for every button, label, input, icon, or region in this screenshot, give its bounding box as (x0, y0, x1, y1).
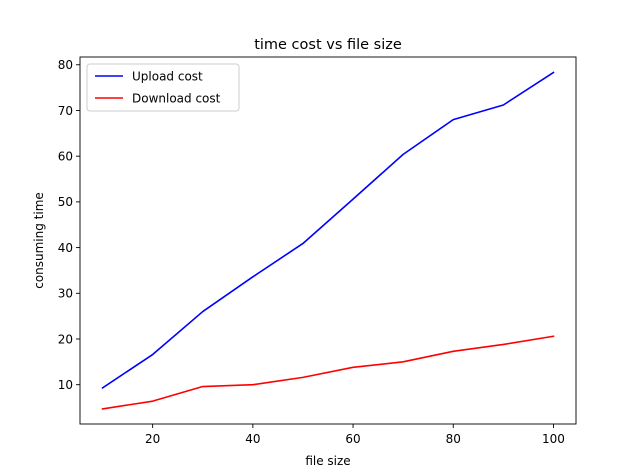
y-tick-label: 20 (58, 332, 73, 346)
x-axis-label: file size (305, 454, 350, 468)
x-tick-label: 60 (345, 432, 360, 446)
y-tick-label: 60 (58, 149, 73, 163)
y-tick-label: 30 (58, 287, 73, 301)
legend-label: Download cost (132, 92, 221, 106)
y-tick-label: 10 (58, 378, 73, 392)
legend-label: Upload cost (132, 70, 203, 84)
plot-frame (79, 56, 577, 425)
chart-title: time cost vs file size (254, 37, 402, 53)
plot-background (80, 57, 576, 424)
x-tick-label: 80 (446, 432, 461, 446)
x-axis-ticks: 20 40 60 80 100 (145, 424, 565, 446)
y-tick-label: 50 (58, 195, 73, 209)
y-tick-label: 40 (58, 241, 73, 255)
x-tick-label: 40 (245, 432, 260, 446)
legend-box (86, 63, 240, 112)
series-line-upload (101, 71, 555, 390)
y-axis-ticks: 10 20 30 40 50 60 70 80 (58, 58, 80, 392)
y-tick-label: 70 (58, 104, 73, 118)
x-tick-label: 100 (542, 432, 565, 446)
series-layer (101, 71, 555, 410)
y-axis-label: consuming time (32, 192, 46, 289)
x-tick-label: 20 (145, 432, 160, 446)
series-line-download (101, 335, 555, 410)
legend: Upload cost Download cost (86, 63, 240, 112)
y-tick-label: 80 (58, 58, 73, 72)
